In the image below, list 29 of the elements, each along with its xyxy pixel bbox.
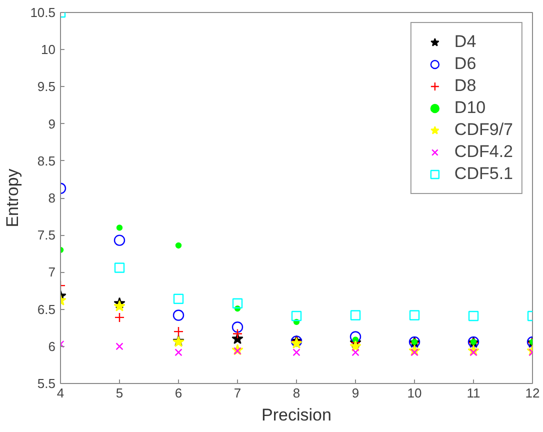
legend-label: CDF4.2 [454, 141, 513, 163]
y-tick-label: 6.5 [37, 302, 56, 317]
legend-label: D8 [454, 75, 476, 97]
y-tick-label: 10.5 [30, 5, 56, 20]
legend-label: D6 [454, 53, 476, 75]
legend-label: CDF9/7 [454, 119, 513, 141]
x-tick-label: 8 [292, 386, 300, 400]
x-tick-label: 4 [56, 386, 64, 400]
x-axis-title: Precision [262, 406, 332, 424]
x-tick-label: 11 [466, 386, 480, 400]
y-tick-label: 10 [41, 42, 56, 58]
x-tick-label: 7 [234, 386, 242, 400]
x-tick-label: 12 [525, 386, 540, 400]
y-axis-title: Entropy [3, 168, 22, 228]
x-tick-label: 9 [352, 386, 360, 400]
y-tick-label: 8 [48, 190, 56, 206]
legend-label: D4 [454, 31, 476, 53]
y-tick-label: 7 [48, 264, 56, 280]
x-tick-label: 6 [174, 386, 182, 400]
y-tick-label: 8.5 [37, 153, 56, 168]
legend-label: D10 [454, 97, 486, 119]
y-tick-label: 9.5 [37, 79, 56, 94]
y-tick-label: 5.5 [37, 376, 56, 391]
y-tick-label: 6 [48, 338, 56, 354]
y-tick-label: 9 [48, 116, 56, 132]
x-tick-label: 5 [116, 386, 124, 400]
x-tick-label: 10 [407, 386, 422, 400]
legend-label: CDF5.1 [454, 163, 513, 185]
y-tick-label: 7.5 [37, 228, 56, 243]
